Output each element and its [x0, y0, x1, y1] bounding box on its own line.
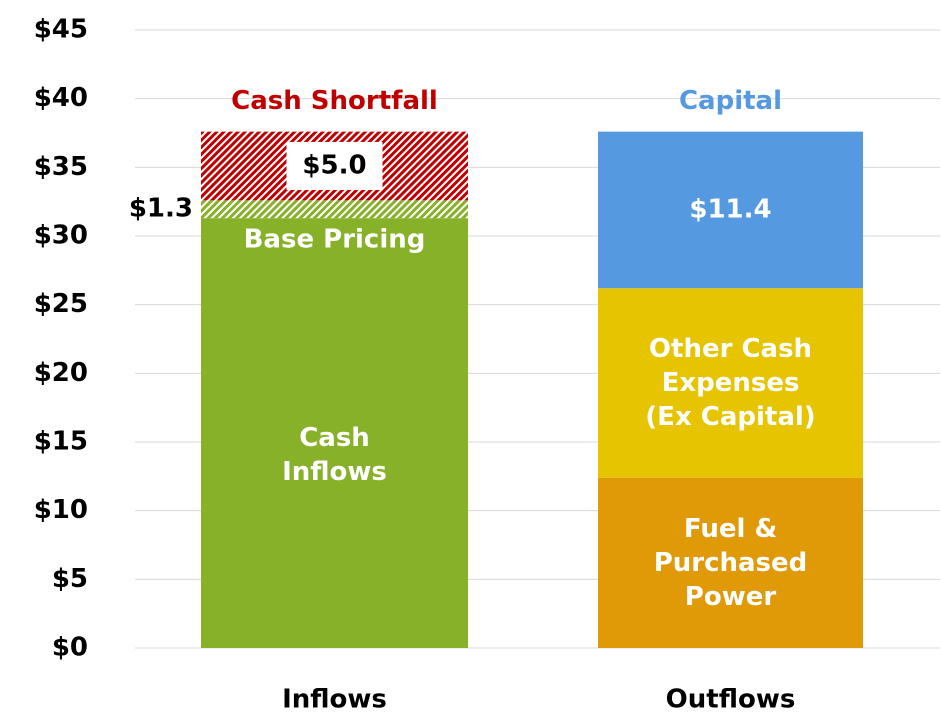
y-tick-label: $40	[34, 83, 88, 113]
segment-name: Cash Shortfall	[231, 86, 438, 116]
label-box	[286, 141, 383, 190]
x-tick-label: Outflows	[666, 685, 796, 715]
bar-segment	[598, 477, 863, 648]
segment-name: Capital	[679, 86, 782, 116]
y-tick-label: $5	[52, 564, 88, 594]
y-tick-label: $35	[34, 152, 88, 182]
y-tick-label: $15	[34, 427, 88, 457]
y-tick-label: $20	[34, 358, 88, 388]
value-label: $11.4	[689, 194, 771, 224]
y-tick-label: $45	[34, 15, 88, 45]
value-label: $5.0	[302, 150, 366, 180]
segment-name: Cash Inflows	[282, 423, 387, 487]
segment-name: Other Cash Expenses (Ex Capital)	[645, 333, 815, 431]
value-label: $1.3	[129, 194, 193, 224]
y-tick-label: $30	[34, 221, 88, 251]
x-tick-label: Inflows	[282, 685, 387, 715]
segment-name: Base Pricing	[244, 225, 426, 255]
bar-segment	[201, 218, 468, 648]
bar-segment	[598, 288, 863, 478]
segment-name: Fuel & Purchased Power	[654, 513, 808, 611]
y-tick-label: $0	[52, 633, 88, 663]
y-tick-label: $25	[34, 289, 88, 319]
bar-segment	[201, 200, 468, 219]
bar-segment	[598, 131, 863, 289]
y-tick-label: $10	[34, 495, 88, 525]
